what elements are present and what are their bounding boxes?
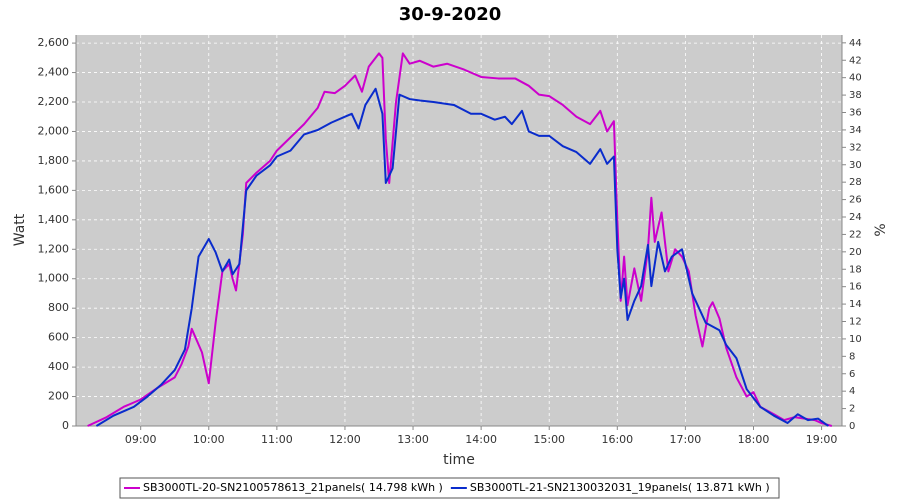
y-tick-label: 1,000: [38, 272, 70, 285]
legend-text: SB3000TL-21-SN2130032031_19panels( 13.87…: [470, 481, 770, 494]
y-tick-label: 0: [62, 419, 69, 432]
y2-tick-label: 22: [849, 229, 862, 240]
y-tick-label: 1,800: [38, 154, 70, 167]
x-tick-label: 18:00: [738, 433, 770, 446]
y2-tick-label: 16: [849, 282, 862, 293]
y-tick-label: 2,600: [38, 36, 70, 49]
y2-tick-label: 8: [849, 351, 855, 362]
y2-tick-label: 40: [849, 73, 862, 84]
y-tick-label: 200: [48, 390, 69, 403]
y2-tick-label: 6: [849, 369, 855, 380]
x-tick-label: 19:00: [806, 433, 838, 446]
y2-tick-label: 44: [849, 38, 862, 49]
y2-tick-label: 4: [849, 386, 855, 397]
x-tick-label: 11:00: [261, 433, 293, 446]
y2-tick-label: 30: [849, 160, 862, 171]
y-tick-label: 2,000: [38, 124, 70, 137]
series-line: [87, 52, 833, 427]
y-tick-label: 2,200: [38, 95, 70, 108]
y2-tick-label: 34: [849, 125, 862, 136]
y2-tick-label: 28: [849, 177, 862, 188]
y2-tick-label: 38: [849, 90, 862, 101]
y2-tick-label: 0: [849, 421, 855, 432]
y2-tick-label: 26: [849, 195, 862, 206]
y-tick-label: 2,400: [38, 66, 70, 79]
y-axis-title: Watt: [12, 213, 28, 246]
legend-box: [119, 477, 780, 499]
x-tick-label: 16:00: [601, 433, 633, 446]
x-tick-label: 09:00: [125, 433, 157, 446]
y2-tick-label: 36: [849, 108, 862, 119]
legend-text: SB3000TL-20-SN2100578613_21panels( 14.79…: [143, 481, 443, 494]
y2-tick-label: 12: [849, 317, 862, 328]
series-line: [95, 87, 829, 427]
y2-tick-label: 10: [849, 334, 862, 345]
x-axis-title: time: [443, 452, 475, 468]
y2-tick-label: 20: [849, 247, 862, 258]
y-tick-label: 1,400: [38, 213, 70, 226]
y2-tick-label: 24: [849, 212, 862, 223]
chart-title: 30-9-2020: [399, 4, 502, 25]
y-tick-label: 400: [48, 360, 69, 373]
x-tick-label: 15:00: [533, 433, 565, 446]
y2-tick-label: 42: [849, 55, 862, 66]
x-tick-label: 17:00: [670, 433, 702, 446]
y2-axis-title: %: [873, 223, 889, 236]
y2-tick-label: 32: [849, 142, 862, 153]
x-tick-label: 10:00: [193, 433, 225, 446]
x-tick-label: 12:00: [329, 433, 361, 446]
y-tick-label: 800: [48, 301, 69, 314]
y2-tick-label: 18: [849, 264, 862, 275]
y2-tick-label: 2: [849, 404, 855, 415]
x-tick-label: 13:00: [397, 433, 429, 446]
x-tick-label: 14:00: [465, 433, 497, 446]
y-tick-label: 1,600: [38, 183, 70, 196]
y-tick-label: 1,200: [38, 242, 70, 255]
y2-tick-label: 14: [849, 299, 862, 310]
y-tick-label: 600: [48, 331, 69, 344]
